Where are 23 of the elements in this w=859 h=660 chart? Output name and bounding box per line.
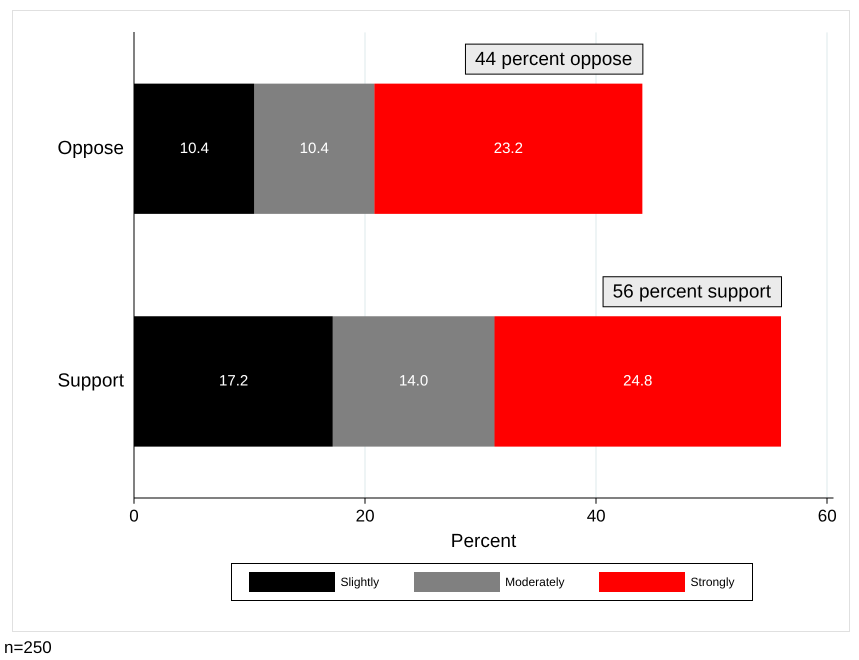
bar — [494, 316, 782, 447]
bar — [254, 84, 374, 214]
x-tick-label: 40 — [586, 506, 606, 526]
x-tick-label: 20 — [356, 506, 375, 526]
y-tick-label: Oppose — [57, 138, 124, 159]
x-tick-label: 60 — [818, 506, 837, 526]
annotation: 56 percent support — [612, 282, 772, 303]
x-axis-title: Percent — [450, 530, 517, 552]
bar — [374, 84, 642, 214]
legend-label: Strongly — [690, 575, 735, 589]
y-tick-label: Support — [57, 370, 125, 392]
bar — [332, 316, 494, 447]
data-label: 24.8 — [623, 372, 652, 390]
x-tick-label: 0 — [129, 506, 139, 526]
data-label: 10.4 — [300, 140, 329, 157]
data-label: 10.4 — [180, 140, 209, 157]
data-label: 14.0 — [399, 372, 428, 390]
legend-label: Slightly — [340, 575, 380, 589]
text: n=250 — [4, 638, 52, 658]
data-label: 23.2 — [494, 140, 523, 157]
annotation: 44 percent oppose — [474, 48, 632, 70]
legend-label: Moderately — [505, 575, 565, 589]
data-label: 17.2 — [219, 372, 248, 390]
